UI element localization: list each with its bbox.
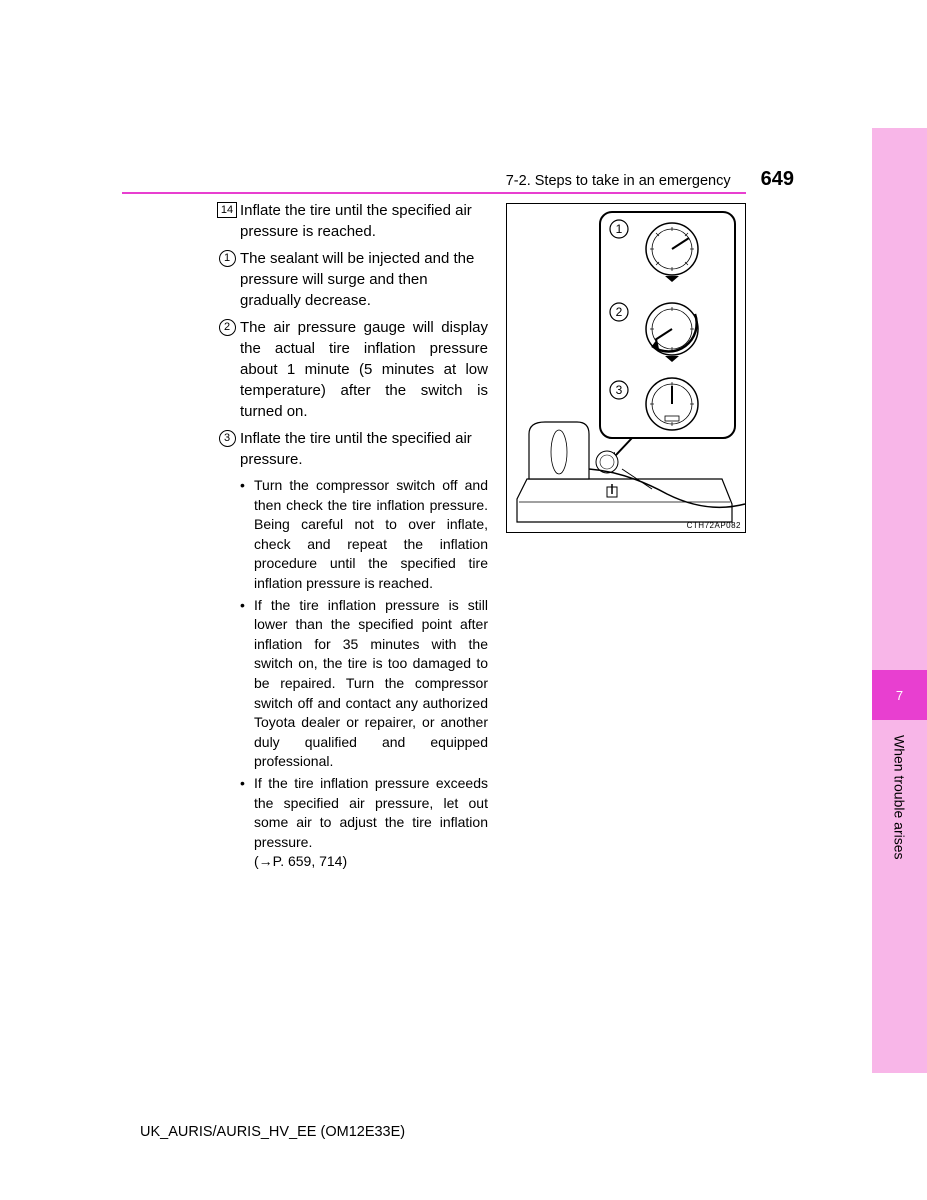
bullet-1-text: Turn the compressor switch off and then … (254, 476, 488, 594)
figure-code: CTH72AP082 (687, 521, 741, 530)
step-box-icon: 14 (217, 202, 237, 218)
bullet-1: • Turn the compressor switch off and the… (240, 476, 488, 594)
chapter-title-vertical: When trouble arises (872, 735, 927, 935)
circle-2-icon: 2 (219, 319, 236, 336)
substep-2: 2 The air pressure gauge will display th… (214, 317, 488, 422)
section-title: 7-2. Steps to take in an emergency (506, 173, 731, 189)
footer-doc-id: UK_AURIS/AURIS_HV_EE (OM12E33E) (140, 1124, 405, 1140)
substep-1-text: The sealant will be injected and the pre… (240, 248, 488, 311)
bullet-3-ref: (→P. 659, 714) (254, 853, 347, 869)
circle-3-icon: 3 (219, 430, 236, 447)
bullet-3: • If the tire inflation pressure exceeds… (240, 774, 488, 872)
bullet-3-main: If the tire inflation pressure exceeds t… (254, 775, 488, 850)
page-header: 7-2. Steps to take in an emergency 649 (122, 168, 802, 191)
substep-1: 1 The sealant will be injected and the p… (214, 248, 488, 311)
step-14-text: Inflate the tire until the specified air… (240, 200, 488, 242)
chapter-number: 7 (896, 688, 903, 703)
substep-3: 3 Inflate the tire until the specified a… (214, 428, 488, 470)
circle-1-icon: 1 (219, 250, 236, 267)
bullet-dot-icon: • (240, 596, 254, 772)
text-column: 14 Inflate the tire until the specified … (214, 200, 488, 874)
substep-3-text: Inflate the tire until the specified air… (240, 428, 488, 470)
fig-callout-2: 2 (616, 305, 623, 319)
compressor-diagram-svg: 1 2 3 (507, 204, 747, 534)
header-rule (122, 192, 746, 194)
instruction-figure: 1 2 3 CTH72AP082 (506, 203, 746, 533)
fig-callout-3: 3 (616, 383, 623, 397)
bullet-list: • Turn the compressor switch off and the… (240, 476, 488, 872)
bullet-dot-icon: • (240, 774, 254, 872)
bullet-2: • If the tire inflation pressure is stil… (240, 596, 488, 772)
step-14: 14 Inflate the tire until the specified … (214, 200, 488, 242)
page-number: 649 (761, 168, 794, 191)
chapter-title-text: When trouble arises (892, 735, 908, 860)
fig-callout-1: 1 (616, 222, 623, 236)
substep-2-text: The air pressure gauge will display the … (240, 317, 488, 422)
bullet-3-text: If the tire inflation pressure exceeds t… (254, 774, 488, 872)
page-content-area: 7-2. Steps to take in an emergency 649 1… (122, 0, 802, 1200)
chapter-tab: 7 (872, 670, 927, 720)
bullet-dot-icon: • (240, 476, 254, 594)
bullet-2-text: If the tire inflation pressure is still … (254, 596, 488, 772)
